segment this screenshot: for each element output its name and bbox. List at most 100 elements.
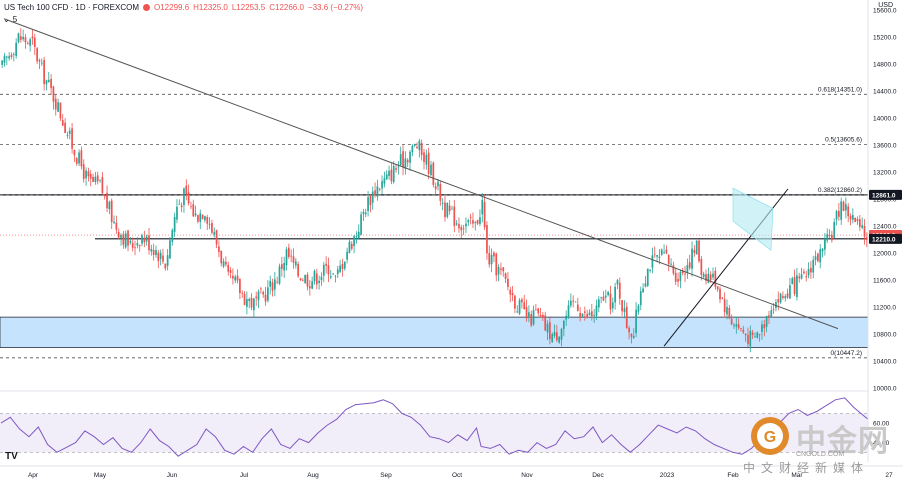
candle-body[interactable] [92,176,94,182]
candle-body[interactable] [12,53,15,55]
candle-body[interactable] [719,288,721,300]
candle-body[interactable] [542,314,544,318]
candle-body[interactable] [625,306,628,329]
candle-body[interactable] [544,315,547,331]
candle-body[interactable] [101,176,104,194]
candle-body[interactable] [374,190,376,196]
price-tag[interactable] [869,189,902,200]
candle-body[interactable] [483,201,486,228]
candle-body[interactable] [532,310,535,325]
currency-label[interactable]: USD [878,2,893,9]
candle-body[interactable] [250,297,253,308]
candle-body[interactable] [444,202,446,218]
candle-body[interactable] [397,166,400,168]
candle-body[interactable] [355,236,358,238]
candle-body[interactable] [728,307,731,319]
candle-body[interactable] [455,223,458,225]
candle-body[interactable] [208,223,211,225]
candle-body[interactable] [749,330,752,347]
candle-body[interactable] [346,251,348,260]
candle-body[interactable] [681,270,684,273]
candle-body[interactable] [530,314,533,326]
candle-body[interactable] [555,332,558,341]
candle-body[interactable] [222,261,225,267]
candle-body[interactable] [87,171,90,177]
candle-body[interactable] [360,214,362,235]
candle-body[interactable] [313,270,316,282]
candle-body[interactable] [551,334,554,342]
candle-body[interactable] [751,332,754,336]
candle-body[interactable] [348,241,351,253]
candle-body[interactable] [716,286,719,290]
candle-body[interactable] [653,254,656,256]
candle-body[interactable] [322,264,325,276]
candle-body[interactable] [747,334,749,344]
candle-body[interactable] [17,33,20,43]
candle-body[interactable] [863,225,866,237]
price-tag[interactable] [869,233,902,244]
candle-body[interactable] [45,80,48,85]
candle-body[interactable] [723,299,726,313]
candle-body[interactable] [604,295,607,298]
candle-body[interactable] [518,300,521,314]
candle-body[interactable] [865,237,868,240]
candle-body[interactable] [446,202,449,217]
candle-body[interactable] [225,261,227,265]
candle-body[interactable] [481,199,484,215]
candle-body[interactable] [649,270,651,271]
candle-body[interactable] [858,219,861,227]
candle-body[interactable] [439,184,442,201]
candle-body[interactable] [667,255,670,265]
candle-body[interactable] [560,328,563,340]
candle-body[interactable] [472,220,474,224]
candle-body[interactable] [292,256,295,263]
candle-body[interactable] [646,268,649,286]
candle-body[interactable] [129,240,132,243]
candle-body[interactable] [103,195,106,197]
candle-body[interactable] [57,102,59,112]
candle-body[interactable] [588,312,591,316]
candle-body[interactable] [187,192,190,204]
candle-body[interactable] [856,219,859,222]
candle-body[interactable] [94,176,97,182]
candle-body[interactable] [383,178,386,184]
candle-body[interactable] [800,274,803,279]
candle-body[interactable] [47,79,50,82]
candle-body[interactable] [199,213,202,222]
candle-body[interactable] [381,181,383,189]
candle-body[interactable] [782,296,784,298]
candle-body[interactable] [600,297,603,298]
candle-body[interactable] [31,36,34,39]
candle-body[interactable] [257,291,260,301]
candle-body[interactable] [700,258,703,275]
candle-body[interactable] [19,36,22,40]
candle-body[interactable] [453,206,456,226]
candle-body[interactable] [264,294,267,302]
candle-body[interactable] [677,278,679,282]
candle-body[interactable] [679,271,682,281]
candle-body[interactable] [332,273,334,275]
candle-body[interactable] [66,135,69,136]
candle-body[interactable] [262,292,265,295]
candle-body[interactable] [89,174,92,179]
candle-body[interactable] [227,264,230,272]
candle-body[interactable] [630,333,633,337]
candle-body[interactable] [206,217,209,224]
candle-body[interactable] [553,332,556,336]
candle-body[interactable] [567,305,570,318]
candle-body[interactable] [611,302,614,309]
candle-body[interactable] [828,235,831,237]
candle-body[interactable] [150,248,153,252]
candle-body[interactable] [754,336,756,338]
candle-body[interactable] [826,234,829,241]
candle-body[interactable] [779,293,782,303]
candle-body[interactable] [113,221,115,223]
candle-body[interactable] [306,274,309,287]
candle-body[interactable] [253,298,255,311]
candle-body[interactable] [82,164,85,180]
candle-body[interactable] [343,261,346,269]
candle-body[interactable] [576,304,579,311]
candle-body[interactable] [85,170,87,179]
candle-body[interactable] [691,248,693,269]
